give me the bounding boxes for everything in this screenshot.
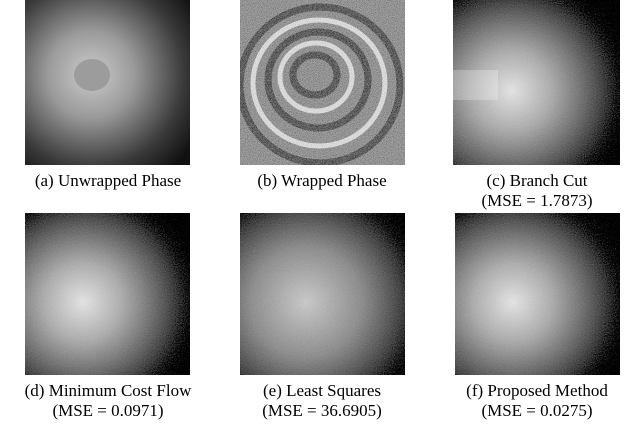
unwrapped-spot: [74, 59, 110, 91]
mse: (MSE = 1.7873): [481, 191, 592, 210]
mse: (MSE = 36.6905): [262, 401, 382, 420]
caption: (c) Branch Cut: [486, 171, 587, 190]
caption: (d) Minimum Cost Flow: [25, 381, 192, 400]
proposed-image: [455, 213, 620, 375]
wrapped-image: [240, 0, 405, 165]
mcf-image: [25, 213, 190, 375]
mse: (MSE = 0.0275): [481, 401, 592, 420]
mse: (MSE = 0.0971): [52, 401, 163, 420]
caption: (b) Wrapped Phase: [257, 171, 386, 190]
figure: (a) Unwrapped Phase (b) Wrapped Phase (c…: [0, 0, 633, 430]
caption: (e) Least Squares: [263, 381, 381, 400]
caption: (f) Proposed Method: [466, 381, 608, 400]
ls-image: [240, 213, 405, 375]
caption: (a) Unwrapped Phase: [35, 171, 181, 190]
branch-cut-artifact: [453, 70, 498, 100]
